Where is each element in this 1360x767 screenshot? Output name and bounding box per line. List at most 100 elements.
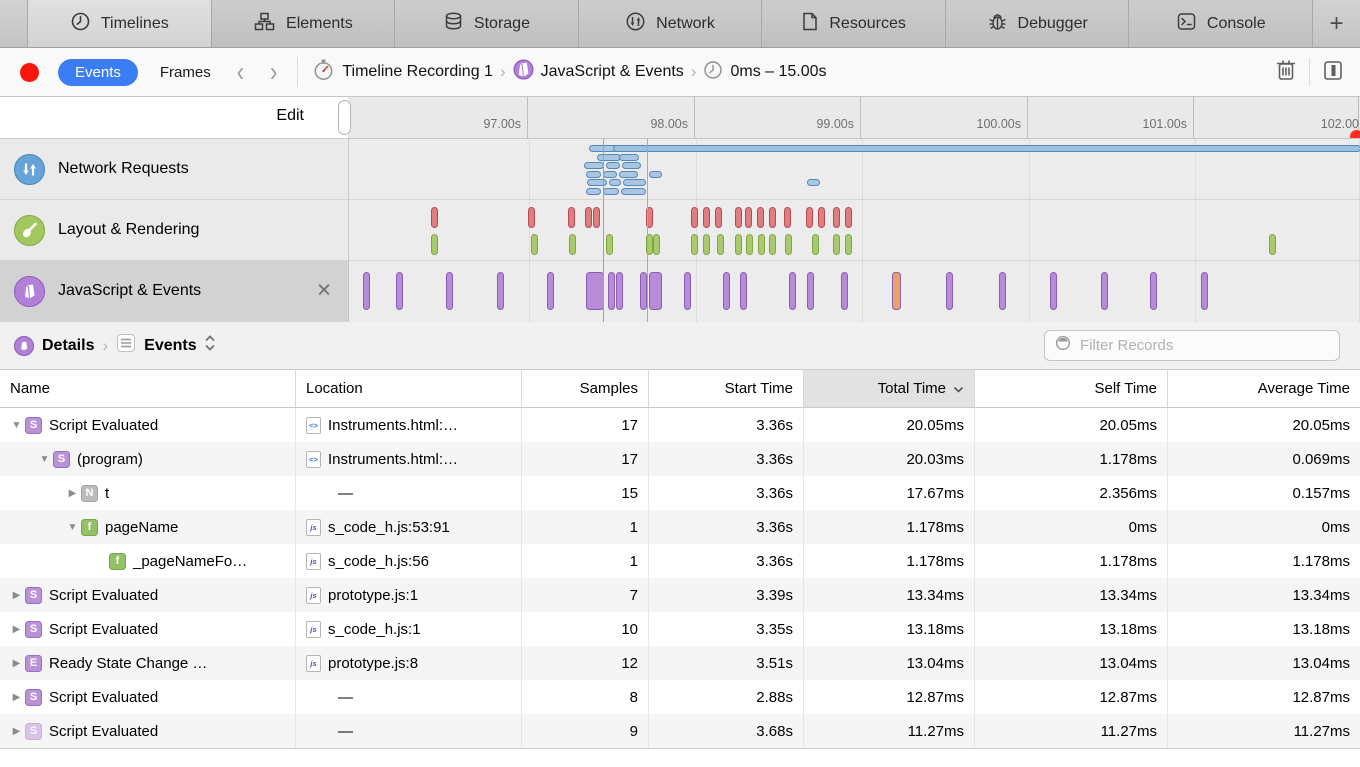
disclosure-triangle-icon[interactable]: ▶: [8, 658, 25, 669]
location-cell[interactable]: —: [295, 476, 521, 510]
edit-instruments-button[interactable]: Edit: [276, 107, 304, 125]
sidebar-resize-handle[interactable]: [338, 100, 351, 135]
layout-event-pill[interactable]: [735, 207, 742, 228]
script-event-pill[interactable]: [807, 272, 814, 310]
forward-button[interactable]: ›: [270, 58, 277, 86]
frames-view-button[interactable]: Frames: [160, 64, 211, 81]
network-request-bar[interactable]: [597, 154, 621, 161]
paint-event-pill[interactable]: [691, 234, 698, 255]
script-event-pill[interactable]: [892, 272, 901, 310]
paint-event-pill[interactable]: [531, 234, 538, 255]
table-row[interactable]: ▶SScript Evaluated—93.68s11.27ms11.27ms1…: [0, 714, 1360, 748]
table-row[interactable]: ▶SScript Evaluated—82.88s12.87ms12.87ms1…: [0, 680, 1360, 714]
disclosure-triangle-icon[interactable]: ▶: [8, 590, 25, 601]
network-request-bar[interactable]: [586, 171, 601, 178]
layout-event-pill[interactable]: [745, 207, 752, 228]
layout-event-pill[interactable]: [568, 207, 575, 228]
name-cell[interactable]: ▶SScript Evaluated: [0, 612, 295, 646]
table-row[interactable]: ▼fpageNamejss_code_h.js:53:9113.36s1.178…: [0, 510, 1360, 544]
close-timeline-icon[interactable]: ✕: [316, 280, 332, 303]
name-cell[interactable]: ▶Nt: [0, 476, 295, 510]
table-row[interactable]: ▶Nt—153.36s17.67ms2.356ms0.157ms: [0, 476, 1360, 510]
filter-records-input[interactable]: [1080, 337, 1329, 354]
details-sidebar-toggle-button[interactable]: [1322, 58, 1344, 87]
script-event-pill[interactable]: [446, 272, 453, 310]
back-button[interactable]: ‹: [237, 58, 244, 86]
tab-timelines[interactable]: Timelines: [28, 0, 212, 47]
location-cell[interactable]: jsprototype.js:1: [295, 578, 521, 612]
script-event-pill[interactable]: [586, 272, 604, 310]
breadcrumb-item[interactable]: Timeline Recording 1: [312, 58, 493, 87]
paint-event-pill[interactable]: [717, 234, 724, 255]
location-cell[interactable]: jss_code_h.js:1: [295, 612, 521, 646]
layout-event-pill[interactable]: [757, 207, 764, 228]
tab-elements[interactable]: Elements: [212, 0, 396, 47]
script-event-pill[interactable]: [1201, 272, 1208, 310]
script-event-pill[interactable]: [608, 272, 615, 310]
breadcrumb-item[interactable]: 0ms – 15.00s: [703, 60, 826, 85]
table-row[interactable]: ▶SScript Evaluatedjss_code_h.js:1103.35s…: [0, 612, 1360, 646]
name-cell[interactable]: ▶EReady State Change …: [0, 646, 295, 680]
network-request-bar[interactable]: [613, 145, 1360, 152]
clear-timeline-button[interactable]: [1275, 58, 1297, 87]
table-row[interactable]: ▼S(program)<>Instruments.html:…173.36s20…: [0, 442, 1360, 476]
layout-event-pill[interactable]: [769, 207, 776, 228]
paint-event-pill[interactable]: [1269, 234, 1276, 255]
disclosure-triangle-icon[interactable]: ▶: [8, 624, 25, 635]
location-link[interactable]: s_code_h.js:56: [328, 553, 429, 570]
name-cell[interactable]: ▼fpageName: [0, 510, 295, 544]
location-link[interactable]: s_code_h.js:53:91: [328, 519, 450, 536]
column-header-total-time[interactable]: Total Time: [803, 370, 974, 407]
paint-event-pill[interactable]: [703, 234, 710, 255]
location-link[interactable]: s_code_h.js:1: [328, 621, 421, 638]
name-cell[interactable]: ▶SScript Evaluated: [0, 714, 295, 748]
script-event-pill[interactable]: [740, 272, 747, 310]
add-tab-button[interactable]: +: [1313, 0, 1360, 47]
location-cell[interactable]: jsprototype.js:8: [295, 646, 521, 680]
breadcrumb-item[interactable]: JavaScript & Events: [513, 59, 684, 85]
location-link[interactable]: prototype.js:8: [328, 655, 418, 672]
disclosure-triangle-icon[interactable]: ▶: [8, 726, 25, 737]
paint-event-pill[interactable]: [606, 234, 613, 255]
name-cell[interactable]: f_pageNameFo…: [0, 544, 295, 578]
script-event-pill[interactable]: [396, 272, 403, 310]
network-request-bar[interactable]: [603, 171, 617, 178]
column-header-name[interactable]: Name: [0, 370, 295, 407]
layout-event-pill[interactable]: [585, 207, 592, 228]
column-header-start-time[interactable]: Start Time: [648, 370, 803, 407]
paint-event-pill[interactable]: [569, 234, 576, 255]
recording-playhead-dot[interactable]: [1350, 130, 1360, 139]
script-event-pill[interactable]: [999, 272, 1006, 310]
ruler-track[interactable]: 97.00s98.00s99.00s100.00s101.00s102.00: [348, 97, 1360, 139]
table-row[interactable]: ▼SScript Evaluated<>Instruments.html:…17…: [0, 408, 1360, 442]
layout-event-pill[interactable]: [833, 207, 840, 228]
paint-event-pill[interactable]: [845, 234, 852, 255]
network-request-bar[interactable]: [807, 179, 820, 186]
location-cell[interactable]: —: [295, 714, 521, 748]
timeline-graph-area[interactable]: [348, 139, 1360, 322]
script-event-pill[interactable]: [640, 272, 647, 310]
timeline-row-javascript-events[interactable]: JavaScript & Events ✕: [0, 261, 348, 322]
layout-event-pill[interactable]: [715, 207, 722, 228]
network-request-bar[interactable]: [622, 162, 641, 169]
layout-event-pill[interactable]: [431, 207, 438, 228]
name-cell[interactable]: ▼S(program): [0, 442, 295, 476]
filter-records-field[interactable]: [1044, 330, 1340, 361]
network-request-bar[interactable]: [621, 188, 646, 195]
paint-event-pill[interactable]: [785, 234, 792, 255]
network-request-bar[interactable]: [606, 162, 620, 169]
location-cell[interactable]: —: [295, 680, 521, 714]
network-request-bar[interactable]: [609, 179, 621, 186]
disclosure-triangle-icon[interactable]: ▼: [8, 420, 25, 431]
table-row[interactable]: ▶EReady State Change …jsprototype.js:812…: [0, 646, 1360, 680]
script-event-pill[interactable]: [1150, 272, 1157, 310]
tab-debugger[interactable]: Debugger: [946, 0, 1130, 47]
tab-resources[interactable]: Resources: [762, 0, 946, 47]
script-event-pill[interactable]: [649, 272, 662, 310]
network-request-bar[interactable]: [586, 188, 601, 195]
timeline-row-layout-rendering[interactable]: Layout & Rendering: [0, 200, 348, 261]
paint-event-pill[interactable]: [758, 234, 765, 255]
script-event-pill[interactable]: [363, 272, 370, 310]
script-event-pill[interactable]: [1101, 272, 1108, 310]
location-cell[interactable]: <>Instruments.html:…: [295, 442, 521, 476]
